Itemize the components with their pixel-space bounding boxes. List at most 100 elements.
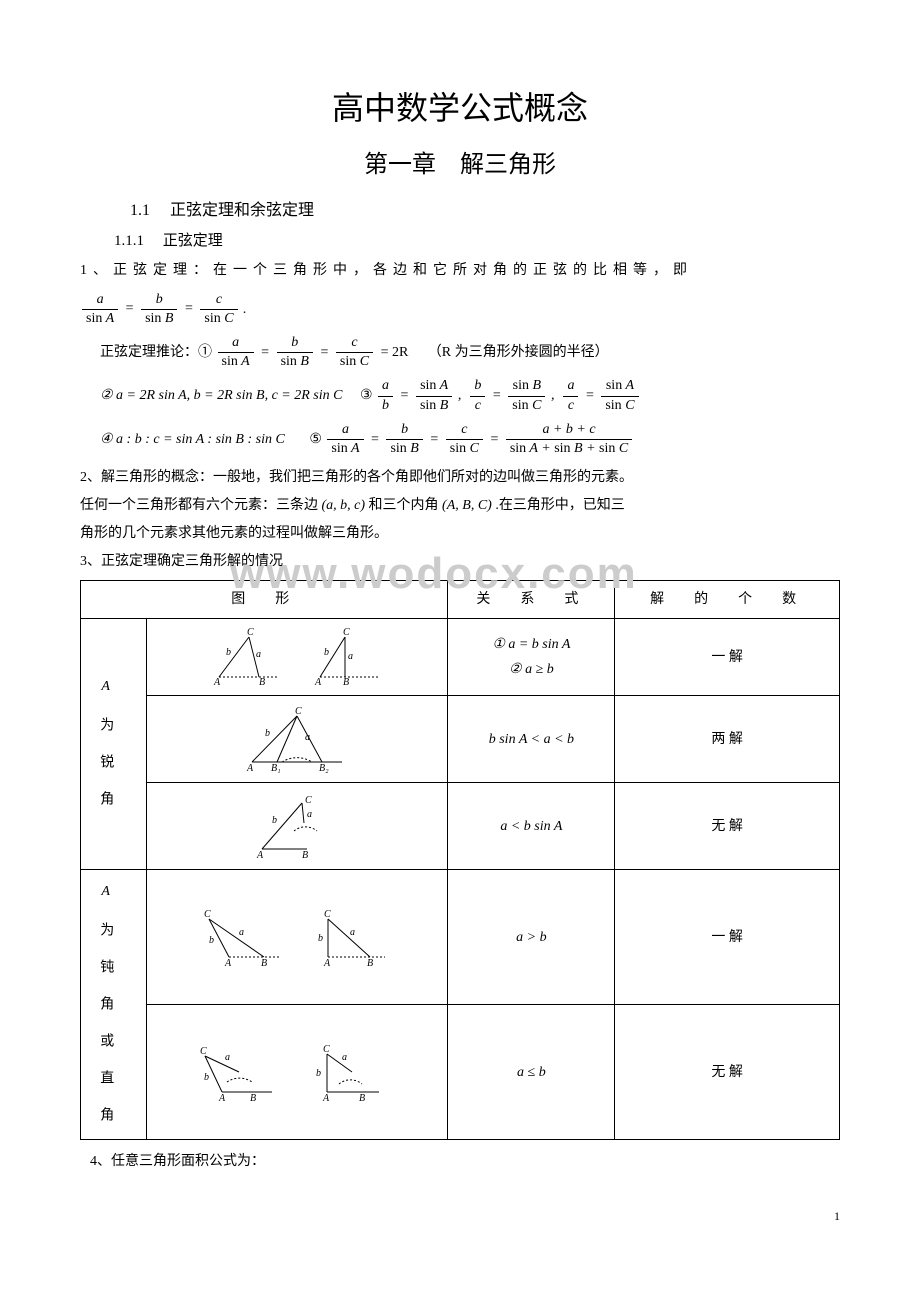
th-figure: 图 形 (81, 581, 448, 619)
svg-text:a: a (256, 649, 261, 660)
chapter-title: 第一章 解三角形 (80, 144, 840, 187)
solutions-cell: 两 解 (615, 696, 840, 783)
corollary-4: ④ a : b : c = sin A : sin B : sin C (100, 432, 285, 447)
triangle-diagram: A B₁ B₂ C b a (227, 704, 367, 774)
table-row: A 为 钝 角 或 直 角 A B C b a (81, 870, 840, 1005)
relation-cell: a < b sin A (448, 783, 615, 870)
svg-text:C: C (324, 909, 331, 920)
svg-text:C: C (200, 1046, 207, 1057)
svg-text:a: a (348, 651, 353, 662)
solutions-cell: 无 解 (615, 1005, 840, 1140)
corollary-1-lead: 正弦定理推论：① (100, 345, 212, 360)
svg-text:A: A (256, 850, 264, 861)
triangle-diagram: A B C b a (307, 1042, 397, 1102)
solutions-table: 图 形 关 系 式 解 的 个 数 A 为 锐 角 A B C (80, 580, 840, 1140)
svg-text:a: a (350, 927, 355, 938)
corollary-2-3: ② a = 2R sin A, b = 2R sin B, c = 2R sin… (100, 377, 840, 414)
svg-text:a: a (342, 1052, 347, 1063)
svg-text:a: a (307, 809, 312, 820)
svg-text:C: C (305, 795, 312, 806)
solutions-cell: 一 解 (615, 619, 840, 696)
triangle-diagram: A B C b a (199, 907, 294, 967)
svg-text:b: b (324, 647, 329, 658)
svg-text:A: A (322, 1093, 330, 1102)
th-solutions: 解 的 个 数 (615, 581, 840, 619)
svg-text:b: b (272, 815, 277, 826)
corollary-4-5: ④ a : b : c = sin A : sin B : sin C ⑤ as… (100, 421, 840, 458)
svg-text:B: B (261, 958, 267, 967)
svg-text:b: b (226, 647, 231, 658)
subsection-title: 正弦定理 (163, 233, 223, 249)
figure-cell: A B C b a A B C b a (146, 619, 448, 696)
table-row: A B C b a a < b sin A 无 解 (81, 783, 840, 870)
svg-text:A: A (224, 958, 232, 967)
figure-cell: A B C b a A B C b a (146, 870, 448, 1005)
triangle-diagram: A B C b a (242, 791, 352, 861)
paragraph-1-lead: 1、正弦定理：在一个三角形中，各边和它所对角的正弦的比相等，即 (80, 257, 840, 285)
paragraph-6: 4、任意三角形面积公式为： (90, 1148, 840, 1176)
svg-text:C: C (204, 909, 211, 920)
section-heading: 1.1 正弦定理和余弦定理 (130, 197, 840, 226)
svg-text:C: C (343, 627, 350, 638)
figure-cell: A B C b a A B C b (146, 1005, 448, 1140)
side-label-obtuse: A 为 钝 角 或 直 角 (81, 870, 147, 1140)
subsection-heading: 1.1.1 正弦定理 (114, 228, 840, 255)
svg-text:B: B (302, 850, 308, 861)
svg-text:C: C (323, 1044, 330, 1055)
svg-text:b: b (265, 728, 270, 739)
corollary-1: 正弦定理推论：① asin A = bsin B = csin C = 2R （… (100, 334, 840, 371)
table-header-row: 图 形 关 系 式 解 的 个 数 (81, 581, 840, 619)
svg-text:a: a (225, 1052, 230, 1063)
triangle-diagram: A B C b a (204, 627, 294, 687)
p3-seg1: 任何一个三角形都有六个元素：三条边 (80, 498, 318, 513)
corollary-1-tail: （R 为三角形外接圆的半径） (428, 345, 609, 360)
svg-text:C: C (295, 706, 302, 717)
figure-cell: A B₁ B₂ C b a (146, 696, 448, 783)
svg-text:a: a (305, 732, 310, 743)
relation-text: ② a ≥ b (456, 657, 606, 682)
relation-text: ① a = b sin A (456, 632, 606, 657)
svg-text:b: b (209, 935, 214, 946)
relation-cell: a > b (448, 870, 615, 1005)
svg-text:b: b (204, 1072, 209, 1083)
table-row: A B C b a A B C b (81, 1005, 840, 1140)
section-title: 正弦定理和余弦定理 (170, 202, 314, 219)
svg-text:A: A (246, 763, 254, 774)
paragraph-2: 2、解三角形的概念：一般地，我们把三角形的各个角即他们所对的边叫做三角形的元素。 (80, 464, 840, 492)
p3-abc: (a, b, c) (322, 498, 366, 513)
table-row: A 为 锐 角 A B C b a (81, 619, 840, 696)
subsection-num: 1.1.1 (114, 233, 144, 249)
svg-text:A: A (323, 958, 331, 967)
svg-text:B: B (250, 1093, 256, 1102)
svg-text:B₂: B₂ (319, 763, 329, 774)
svg-text:b: b (318, 933, 323, 944)
svg-text:A: A (218, 1093, 226, 1102)
relation-cell: ① a = b sin A ② a ≥ b (448, 619, 615, 696)
svg-text:B: B (343, 677, 349, 687)
svg-text:B: B (359, 1093, 365, 1102)
solutions-cell: 无 解 (615, 783, 840, 870)
p3-seg3: .在三角形中，已知三 (495, 498, 625, 513)
svg-text:b: b (316, 1068, 321, 1079)
corollary-2: ② a = 2R sin A, b = 2R sin B, c = 2R sin… (100, 388, 342, 403)
svg-text:A: A (213, 677, 221, 687)
paragraph-5: 3、正弦定理确定三角形解的情况 (80, 548, 840, 576)
figure-cell: A B C b a (146, 783, 448, 870)
relation-cell: b sin A < a < b (448, 696, 615, 783)
paragraph-3: 任何一个三角形都有六个元素：三条边 (a, b, c) 和三个内角 (A, B,… (80, 492, 840, 520)
svg-text:A: A (314, 677, 322, 687)
table-row: A B₁ B₂ C b a b sin A < a < b 两 解 (81, 696, 840, 783)
law-of-sines-formula: asin A = bsin B = csin C . (80, 291, 840, 328)
paragraph-4: 角形的几个元素求其他元素的过程叫做解三角形。 (80, 520, 840, 548)
th-relation: 关 系 式 (448, 581, 615, 619)
section-num: 1.1 (130, 202, 150, 219)
relation-cell: a ≤ b (448, 1005, 615, 1140)
p3-ABC: (A, B, C) (442, 498, 492, 513)
p3-seg2: 和三个内角 (369, 498, 439, 513)
solutions-cell: 一 解 (615, 870, 840, 1005)
triangle-diagram: A B C b a (310, 907, 395, 967)
triangle-diagram: A B C b a (310, 627, 390, 687)
triangle-diagram: A B C b a (197, 1042, 292, 1102)
main-title: 高中数学公式概念 (80, 80, 840, 138)
svg-text:C: C (247, 627, 254, 638)
